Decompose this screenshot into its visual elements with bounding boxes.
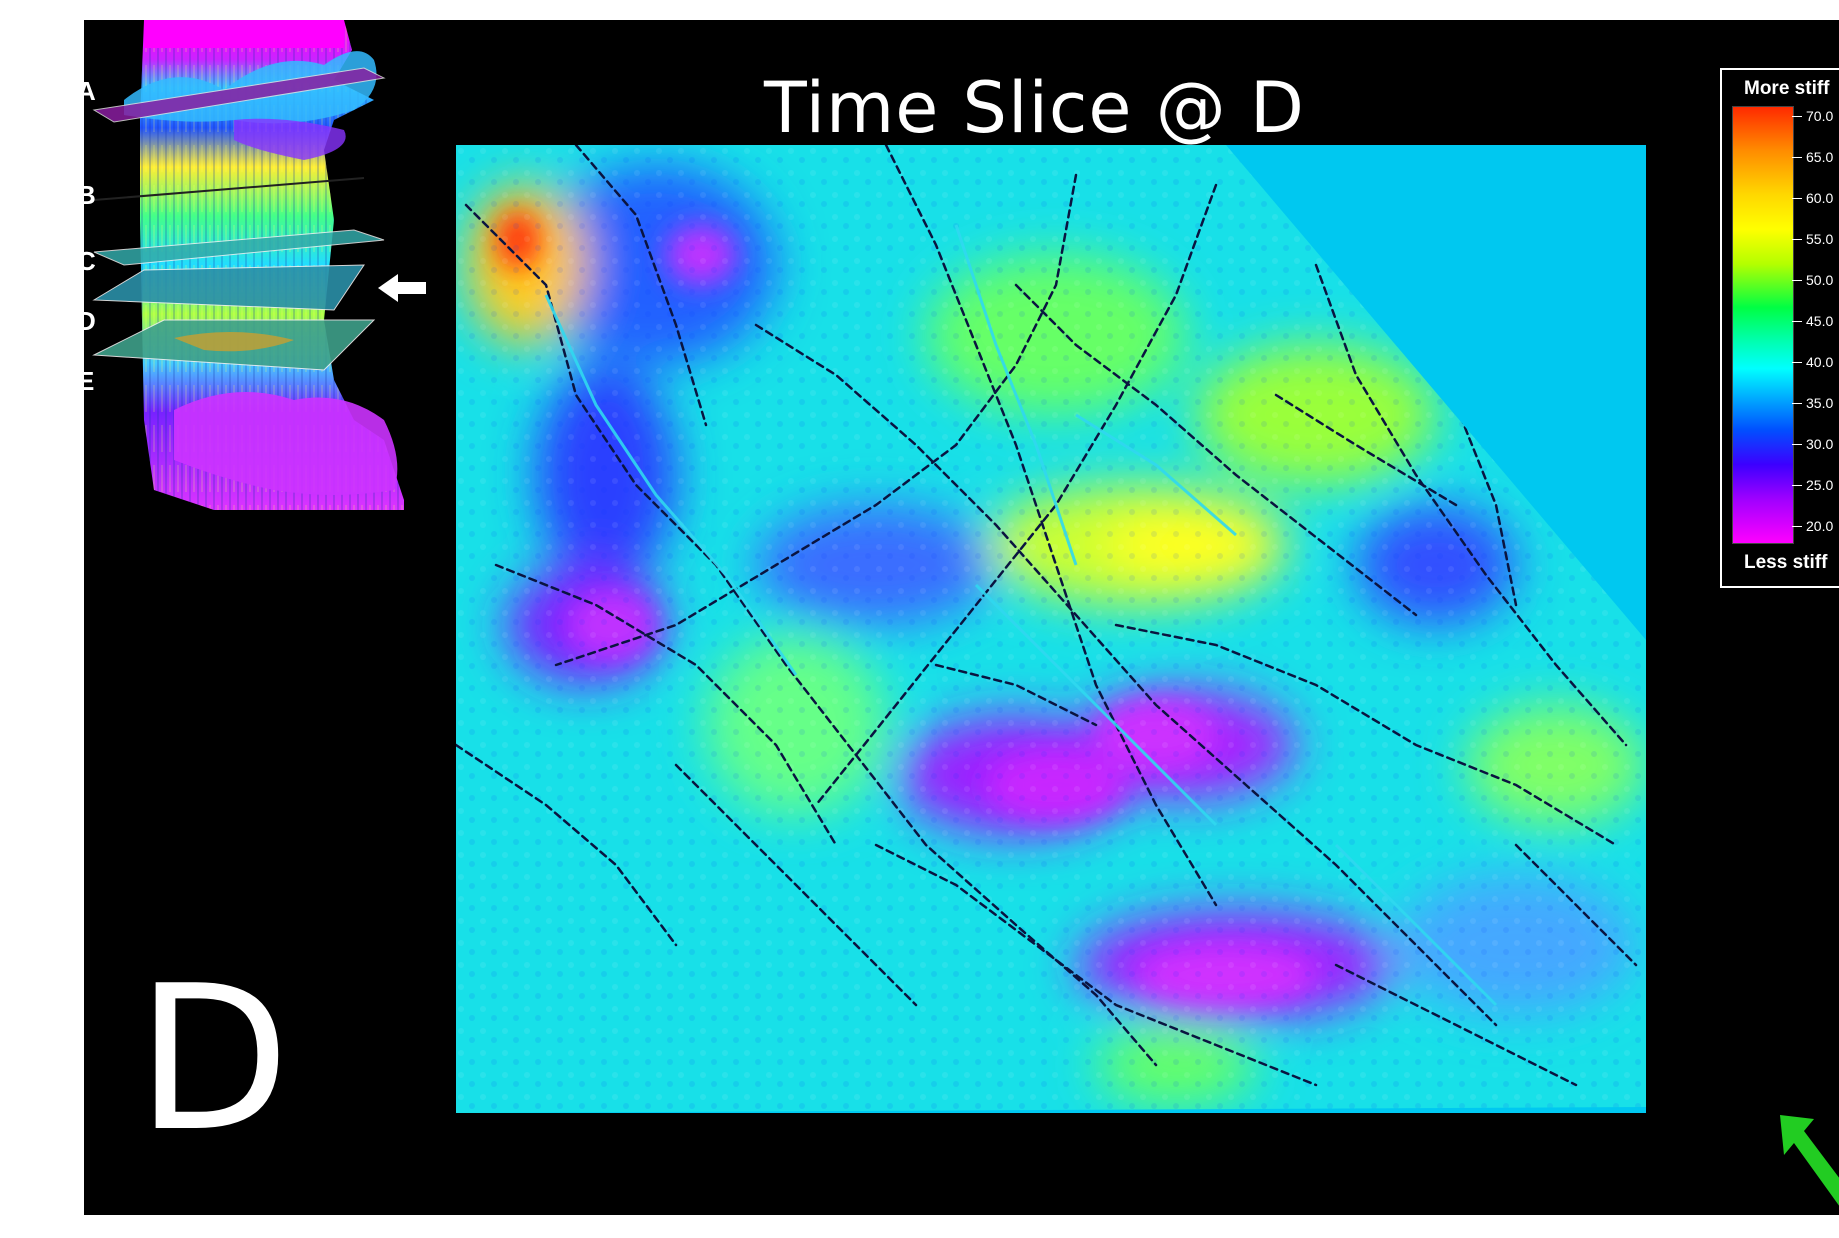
colorbar-tick-label: 50.0 xyxy=(1806,272,1834,288)
slice-label-c: C xyxy=(84,246,96,276)
slice-label-a: A xyxy=(84,76,96,106)
colorbar-tick xyxy=(1792,280,1802,281)
figure-canvas: A B C D E Time Slice @ D xyxy=(84,20,1839,1215)
colorbar-tick-label: 35.0 xyxy=(1806,395,1834,411)
colorbar-tick-label: 55.0 xyxy=(1806,231,1834,247)
colorbar-gradient xyxy=(1732,106,1794,544)
colorbar-tick-label: 40.0 xyxy=(1806,354,1834,370)
seismic-volume-image xyxy=(92,20,404,510)
colorbar-tick xyxy=(1792,198,1802,199)
colorbar-tick xyxy=(1792,485,1802,486)
colorbar-tick-label: 45.0 xyxy=(1806,313,1834,329)
colorbar-tick xyxy=(1792,321,1802,322)
colorbar-tick-label: 20.0 xyxy=(1806,518,1834,534)
legend-bottom-label: Less stiff xyxy=(1744,552,1828,573)
colorbar-tick-label: 25.0 xyxy=(1806,477,1834,493)
colorbar-tick xyxy=(1792,444,1802,445)
colorbar-tick xyxy=(1792,362,1802,363)
chart-title: Time Slice @ D xyxy=(764,67,1305,149)
panel-letter: D xyxy=(136,943,291,1176)
colorbar-tick-label: 30.0 xyxy=(1806,436,1834,452)
colorbar-tick-label: 65.0 xyxy=(1806,149,1834,165)
legend-top-label: More stiff xyxy=(1744,78,1830,99)
colorbar-tick xyxy=(1792,116,1802,117)
left-arrow-icon xyxy=(378,274,426,302)
colorbar-tick xyxy=(1792,157,1802,158)
colorbar-tick-label: 70.0 xyxy=(1806,108,1834,124)
colorbar-legend: More stiff 70.0 65.0 60.0 55.0 50.0 45.0… xyxy=(1720,68,1839,588)
colorbar-tick xyxy=(1792,403,1802,404)
slice-label-e: E xyxy=(84,366,95,396)
time-slice-map xyxy=(456,145,1646,1113)
colorbar-tick xyxy=(1792,239,1802,240)
slice-label-d: D xyxy=(84,306,96,336)
colorbar-tick-label: 60.0 xyxy=(1806,190,1834,206)
slice-label-b: B xyxy=(84,180,96,210)
colorbar-tick xyxy=(1792,526,1802,527)
north-arrow-icon xyxy=(1780,1115,1839,1206)
seismic-volume-inset: A B C D E xyxy=(84,20,426,510)
